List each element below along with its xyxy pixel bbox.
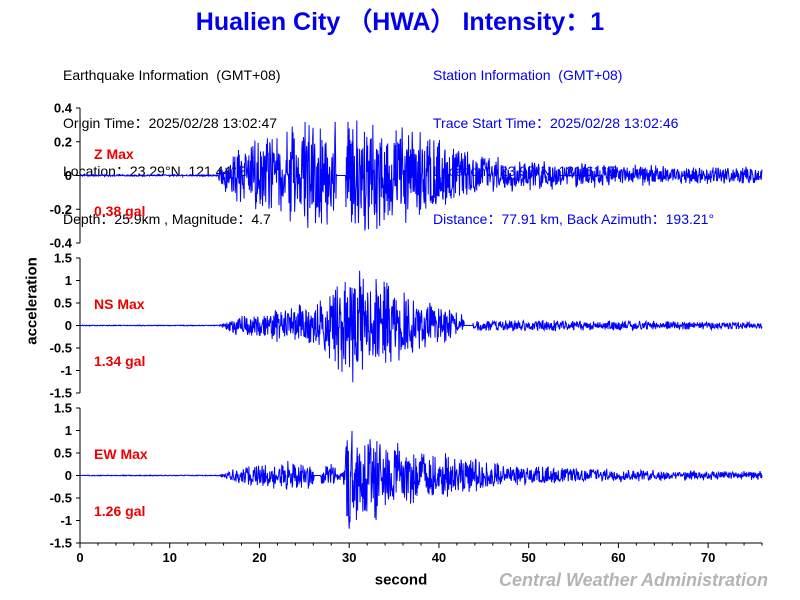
origin-time: Origin Time：2025/02/28 13:02:47 — [63, 115, 278, 131]
ns-y-tick-label: 0.5 — [54, 296, 72, 311]
ns-y-tick-label: 1 — [65, 273, 72, 288]
x-tick-label: 70 — [701, 550, 715, 565]
page-title: Hualien City （HWA） Intensity：1 — [195, 8, 605, 36]
ew-y-tick-label: 0.5 — [54, 446, 72, 461]
ns-y-tick-label: -1 — [60, 363, 72, 378]
ew-max-label: EW Max 1.26 gal — [94, 407, 148, 540]
credit-text: Central Weather Administration — [498, 570, 768, 590]
ew-y-tick-label: -0.5 — [50, 491, 72, 506]
z-y-tick-label: -0.4 — [50, 236, 73, 251]
ew-max-value: 1.26 gal — [94, 503, 146, 519]
ew-waveform — [79, 430, 763, 529]
z-y-tick-label: -0.2 — [50, 202, 72, 217]
trace-start-time: Trace Start Time：2025/02/28 13:02:46 — [433, 115, 679, 131]
ns-waveform — [79, 270, 763, 383]
ew-y-tick-label: -1 — [60, 513, 72, 528]
ns-y-tick-label: 0 — [65, 318, 72, 333]
ew-channel-name: EW Max — [94, 446, 148, 462]
x-tick-label: 40 — [432, 550, 446, 565]
y-axis-label: acceleration — [23, 257, 41, 345]
x-tick-label: 60 — [611, 550, 625, 565]
station-distance: Distance：77.91 km, Back Azimuth：193.21° — [433, 211, 715, 227]
earthquake-info-heading: Earthquake Information (GMT+08) — [63, 67, 281, 83]
depth-magnitude: Depth：25.9km , Magnitude：4.7 — [63, 211, 271, 227]
x-axis-label: second — [374, 571, 428, 589]
x-tick-label: 30 — [342, 550, 356, 565]
ns-max-label: NS Max 1.34 gal — [94, 257, 145, 390]
ew-y-tick-label: 1.5 — [54, 401, 72, 416]
z-y-tick-label: 0.4 — [54, 101, 73, 116]
x-tick-label: 0 — [76, 550, 83, 565]
earthquake-info: Earthquake Information (GMT+08) Origin T… — [63, 35, 281, 243]
ns-max-value: 1.34 gal — [94, 353, 146, 369]
station-info-heading: Station Information (GMT+08) — [433, 67, 623, 83]
z-waveform — [79, 120, 763, 231]
ew-y-tick-label: 1 — [65, 423, 72, 438]
x-tick-label: 10 — [163, 550, 177, 565]
ns-y-tick-label: -1.5 — [50, 386, 72, 401]
z-channel-name: Z Max — [94, 146, 134, 162]
z-max-value: 0.38 gal — [94, 203, 146, 219]
ew-y-tick-label: 0 — [65, 468, 72, 483]
z-max-label: Z Max 0.38 gal — [94, 107, 145, 240]
x-tick-label: 50 — [521, 550, 535, 565]
ns-y-tick-label: 1.5 — [54, 251, 72, 266]
ew-y-tick-label: -1.5 — [50, 536, 72, 551]
ns-channel-name: NS Max — [94, 296, 145, 312]
z-y-tick-label: 0.2 — [54, 134, 72, 149]
ns-y-tick-label: -0.5 — [50, 341, 72, 356]
z-y-tick-label: 0 — [65, 168, 72, 183]
x-tick-label: 20 — [252, 550, 266, 565]
